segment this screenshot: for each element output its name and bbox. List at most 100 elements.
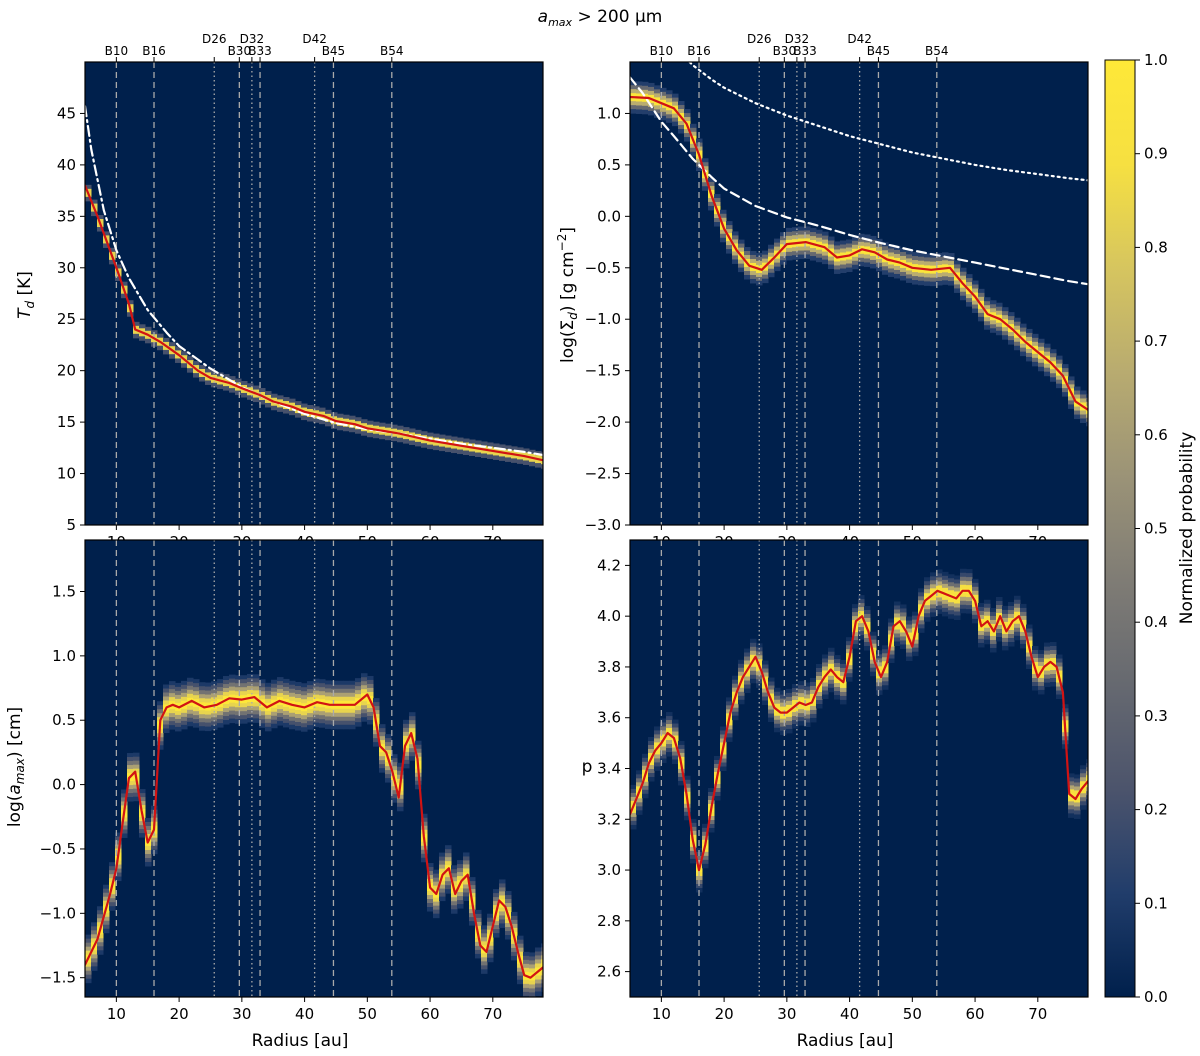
heatmap-cell	[1080, 418, 1087, 423]
heatmap-cell	[271, 397, 278, 403]
heatmap-cell	[115, 876, 122, 882]
heatmap-cell	[828, 240, 835, 246]
heatmap-cell	[1020, 635, 1027, 641]
heatmap-cell	[654, 85, 661, 90]
heatmap-cell	[469, 439, 476, 445]
heatmap-cell	[169, 346, 176, 351]
heatmap-cell	[1044, 682, 1051, 688]
heatmap-cell	[241, 392, 248, 398]
heatmap-cell	[1014, 341, 1021, 347]
heatmap-cell	[463, 446, 470, 452]
heatmap-cell	[1074, 410, 1081, 416]
heatmap-cell	[265, 702, 272, 708]
heatmap-cell	[193, 691, 200, 696]
heatmap-cell	[163, 716, 170, 722]
heatmap-cell	[163, 724, 170, 730]
heatmap-cell	[487, 442, 494, 447]
heatmap-cell	[636, 794, 643, 799]
heatmap-cell	[355, 686, 362, 691]
heatmap-cell	[1026, 348, 1033, 354]
heatmap-cell	[145, 338, 152, 344]
heatmap-cell	[361, 717, 368, 722]
y-tick-label: −3.0	[585, 516, 621, 534]
heatmap-cell	[487, 929, 494, 935]
colorbar-bar	[1104, 59, 1136, 998]
heatmap-cell	[1056, 682, 1063, 688]
heatmap-cell	[433, 909, 440, 915]
heatmap-cell	[918, 588, 925, 593]
heatmap-cell	[924, 581, 931, 586]
heatmap-cell	[205, 380, 212, 385]
heatmap-cell	[469, 889, 476, 894]
heatmap-cell	[331, 716, 338, 722]
heatmap-cell	[211, 721, 218, 726]
heatmap-cell	[433, 433, 440, 439]
heatmap-cell	[660, 95, 667, 101]
heatmap-cell	[1020, 615, 1027, 621]
heatmap-cell	[193, 723, 200, 728]
heatmap-cell	[846, 255, 853, 261]
colorbar-label: Normalized probability	[1177, 432, 1197, 625]
heatmap-cell	[750, 674, 757, 680]
heatmap-cell	[433, 869, 440, 875]
heatmap-cell	[924, 273, 931, 278]
heatmap-cell	[732, 715, 739, 721]
heatmap-cell	[229, 376, 236, 381]
heatmap-cell	[924, 589, 931, 594]
heatmap-cell	[864, 258, 871, 263]
heatmap-cell	[822, 686, 829, 691]
heatmap-cell	[541, 955, 543, 960]
heatmap-cell	[972, 594, 979, 600]
heatmap-cell	[822, 666, 829, 671]
heatmap-cell	[942, 260, 949, 265]
heatmap-cell	[205, 376, 212, 381]
heatmap-cell	[762, 688, 769, 694]
heatmap-cell	[121, 281, 128, 287]
heatmap-cell	[978, 614, 985, 620]
heatmap-cell	[271, 707, 278, 713]
heatmap-cell	[1026, 664, 1033, 670]
heatmap-cell	[990, 328, 997, 333]
heatmap-cell	[732, 679, 739, 685]
heatmap-cell	[852, 244, 859, 250]
heatmap-cell	[918, 252, 925, 258]
heatmap-cell	[127, 781, 134, 786]
heatmap-cell	[750, 666, 757, 672]
heatmap-cell	[247, 717, 254, 723]
heatmap-cell	[666, 102, 673, 107]
heatmap-cell	[391, 782, 398, 787]
heatmap-cell	[187, 717, 194, 723]
heatmap-cell	[133, 321, 140, 327]
heatmap-cell	[780, 730, 787, 736]
heatmap-cell	[654, 766, 661, 771]
heatmap-cell	[960, 568, 967, 574]
heatmap-cell	[1074, 782, 1081, 787]
heatmap-cell	[798, 693, 805, 698]
heatmap-cell	[361, 701, 368, 706]
heatmap-cell	[870, 243, 877, 249]
heatmap-cell	[193, 373, 200, 378]
heatmap-cell	[349, 419, 356, 425]
heatmap-cell	[337, 704, 344, 710]
heatmap-cell	[109, 866, 116, 871]
heatmap-cell	[762, 660, 769, 666]
heatmap-cell	[307, 701, 314, 706]
heatmap-cell	[493, 889, 500, 894]
heatmap-cell	[960, 576, 967, 582]
heatmap-cell	[391, 770, 398, 775]
heatmap-cell	[1002, 641, 1009, 647]
heatmap-cell	[792, 227, 799, 232]
heatmap-cell	[882, 677, 889, 682]
heatmap-cell	[451, 905, 458, 910]
heatmap-cell	[648, 94, 655, 100]
heatmap-cell	[463, 880, 470, 885]
heatmap-cell	[199, 714, 206, 719]
heatmap-cell	[912, 268, 919, 273]
ring-lines	[115, 540, 393, 997]
heatmap-cell	[469, 893, 476, 898]
heatmap-cell	[684, 109, 691, 114]
heatmap-cell	[804, 710, 811, 715]
y-tick-label: −1.0	[40, 904, 76, 922]
heatmap-cell	[535, 991, 542, 996]
heatmap-cell	[1068, 785, 1075, 790]
